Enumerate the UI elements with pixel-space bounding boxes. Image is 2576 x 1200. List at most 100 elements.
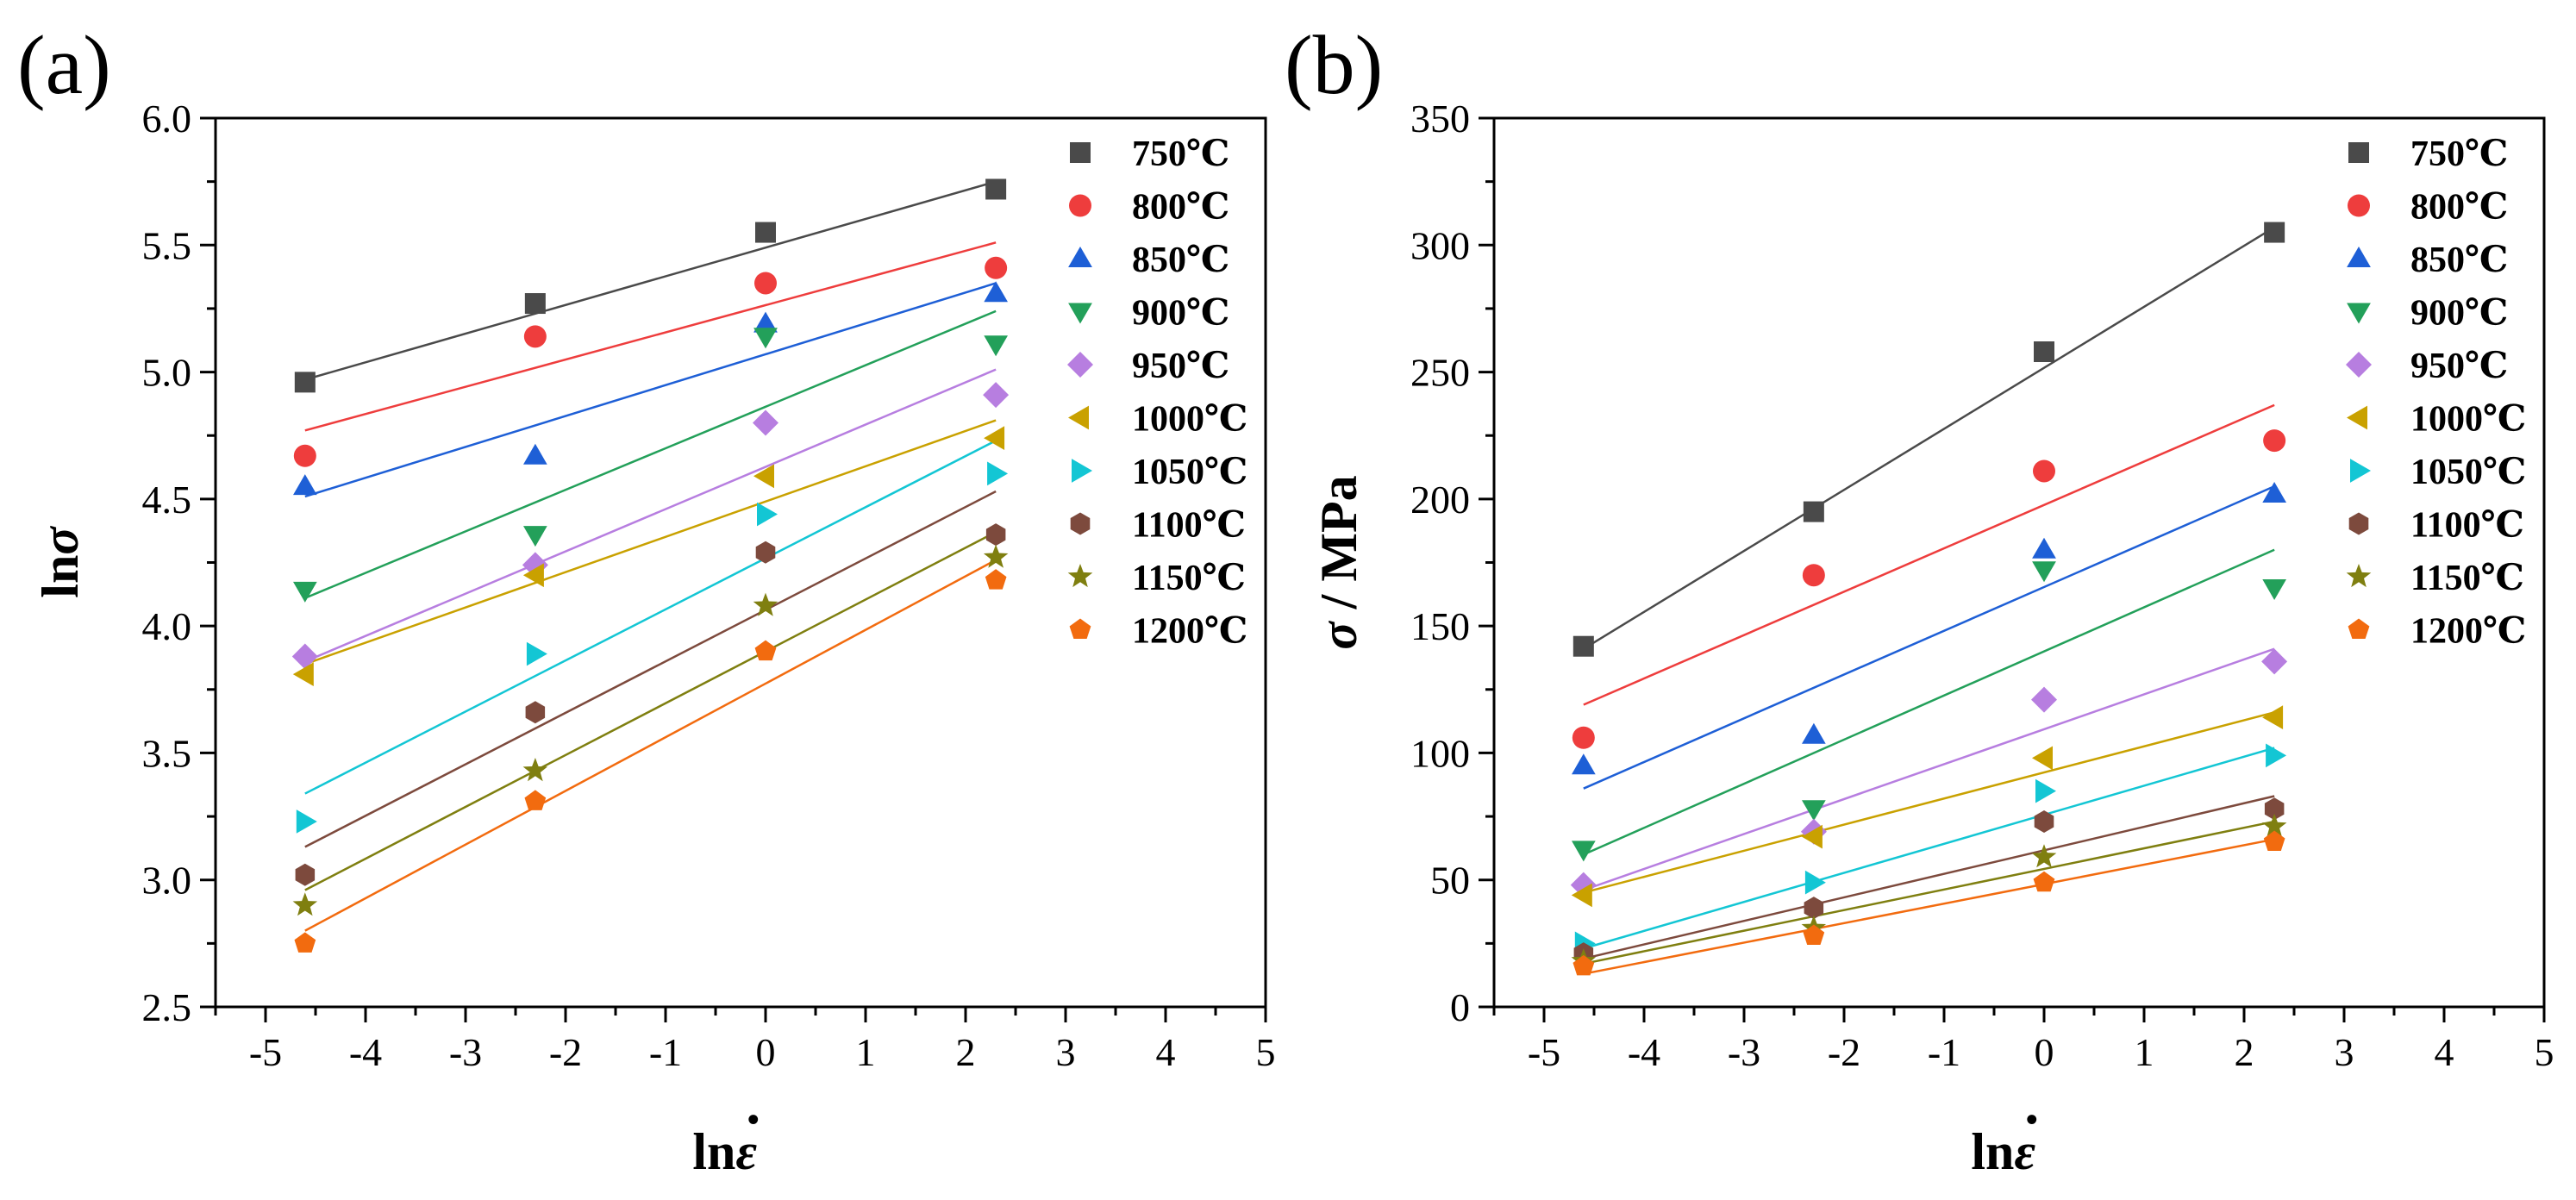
fit-line	[304, 282, 997, 498]
data-point	[525, 701, 546, 724]
legend-marker	[1067, 352, 1093, 378]
fit-line	[304, 531, 997, 891]
x-axis-title-dot: •	[2026, 1100, 2038, 1139]
legend-label: 750℃	[2410, 134, 2508, 174]
data-point	[523, 526, 547, 547]
data-point	[2033, 871, 2055, 892]
legend-marker	[1069, 194, 1091, 217]
x-tick-label: -5	[1528, 1030, 1560, 1074]
x-tick-label: -1	[1928, 1030, 1960, 1074]
data-point	[293, 474, 317, 496]
panel-label: (b)	[1285, 19, 1383, 112]
data-point	[753, 592, 778, 616]
y-tick-label: 5.0	[142, 351, 192, 395]
legend-marker	[2350, 459, 2371, 483]
x-tick-label: 5	[1256, 1030, 1276, 1074]
legend-label: 1050℃	[2410, 453, 2526, 492]
legend-marker	[2347, 303, 2371, 324]
fit-line	[304, 419, 997, 666]
data-point	[2031, 686, 2057, 713]
data-point	[1802, 800, 1826, 822]
data-point	[523, 325, 547, 348]
data-point	[985, 569, 1007, 590]
data-point	[755, 222, 776, 243]
data-point	[2034, 341, 2054, 363]
fit-line	[1583, 226, 2275, 650]
data-point	[293, 581, 317, 603]
data-point	[2261, 813, 2287, 837]
legend-label: 800℃	[2410, 188, 2508, 228]
legend-marker	[2347, 405, 2367, 430]
data-point	[2032, 561, 2056, 583]
data-point	[2032, 746, 2053, 771]
fit-line	[304, 241, 997, 432]
data-point	[757, 502, 778, 527]
data-point	[295, 863, 316, 886]
fit-line	[304, 368, 997, 663]
data-point	[1804, 870, 1826, 895]
y-tick-label: 4.0	[142, 604, 192, 648]
x-tick-label: 3	[1056, 1030, 1076, 1074]
x-tick-label: -3	[449, 1030, 482, 1074]
x-tick-label: 2	[2235, 1030, 2254, 1074]
legend-label: 1050℃	[1132, 453, 1247, 492]
y-tick-label: 2.5	[142, 985, 192, 1029]
legend-marker	[1070, 142, 1091, 163]
x-axis-title-epsilon: ε	[2014, 1123, 2035, 1180]
fit-line	[1583, 548, 2275, 856]
fit-line	[304, 490, 997, 848]
x-axis-title-ln: ln	[1971, 1123, 2014, 1180]
data-point	[2262, 705, 2284, 729]
legend-label: 1200℃	[2410, 612, 2526, 652]
data-point	[2263, 429, 2286, 453]
y-tick-label: 6.0	[142, 97, 192, 141]
data-point	[522, 563, 544, 588]
data-point	[2262, 579, 2286, 600]
y-tick-label: 4.5	[142, 478, 192, 522]
legend-marker	[2347, 247, 2371, 267]
legend-label: 850℃	[2410, 241, 2508, 280]
panel-a-chart: (a) -5 -4 -3 -2 -1 0 1 2 3 4 5 2.5 3.0 3.5 4.0 4.5 5.0 5.5…	[17, 19, 1276, 1180]
y-axis-title-sigma: σ	[32, 526, 89, 555]
legend-label: 900℃	[1132, 294, 1229, 334]
legend-marker	[1069, 618, 1091, 639]
legend-marker	[2346, 564, 2372, 588]
data-point	[985, 256, 1008, 279]
data-point	[522, 758, 548, 782]
legend: 750℃ 800℃ 850℃ 900℃ 950℃ 1000℃ 1050℃ 1100℃ 1150℃…	[1067, 134, 1247, 652]
data-point	[2033, 459, 2055, 483]
fit-line	[304, 180, 997, 381]
legend: 750℃ 800℃ 850℃ 900℃ 950℃ 1000℃ 1050℃ 1100℃ 1150℃…	[2346, 134, 2526, 652]
legend-label: 950℃	[1132, 347, 1229, 386]
data-point	[985, 178, 1007, 200]
data-point	[2262, 482, 2286, 503]
data-point	[296, 809, 317, 834]
y-axis-title-sigma: σ	[1310, 621, 1367, 650]
panel-label: (a)	[17, 19, 111, 112]
data-point	[1802, 722, 1826, 744]
data-point	[2264, 222, 2285, 243]
legend-marker	[1070, 512, 1091, 535]
y-tick-label: 100	[1410, 731, 1470, 775]
y-tick-label: 0	[1450, 985, 1470, 1029]
y-tick-label: 150	[1410, 604, 1470, 648]
data-point	[984, 281, 1008, 303]
y-tick-label: 200	[1410, 478, 1470, 522]
data-point	[2034, 810, 2054, 833]
legend-label: 1000℃	[2410, 400, 2526, 440]
data-point	[524, 293, 546, 315]
legend-label: 900℃	[2410, 294, 2508, 334]
data-point	[293, 444, 316, 467]
data-point	[524, 790, 547, 810]
legend-label: 750℃	[1132, 134, 1229, 174]
y-tick-label: 250	[1410, 351, 1470, 395]
data-point	[1803, 924, 1825, 945]
y-tick-label: 3.5	[142, 731, 192, 775]
data-point	[753, 409, 778, 436]
data-point	[292, 662, 314, 686]
panel-b-chart: (b)-5 -4 -3 -2 -1 0 1 2 3 4 5050100150200250300350…	[1285, 19, 2554, 1180]
data-point	[2031, 844, 2057, 868]
data-point	[983, 382, 1010, 409]
data-point	[2035, 778, 2056, 803]
fit-line	[1583, 820, 2275, 966]
